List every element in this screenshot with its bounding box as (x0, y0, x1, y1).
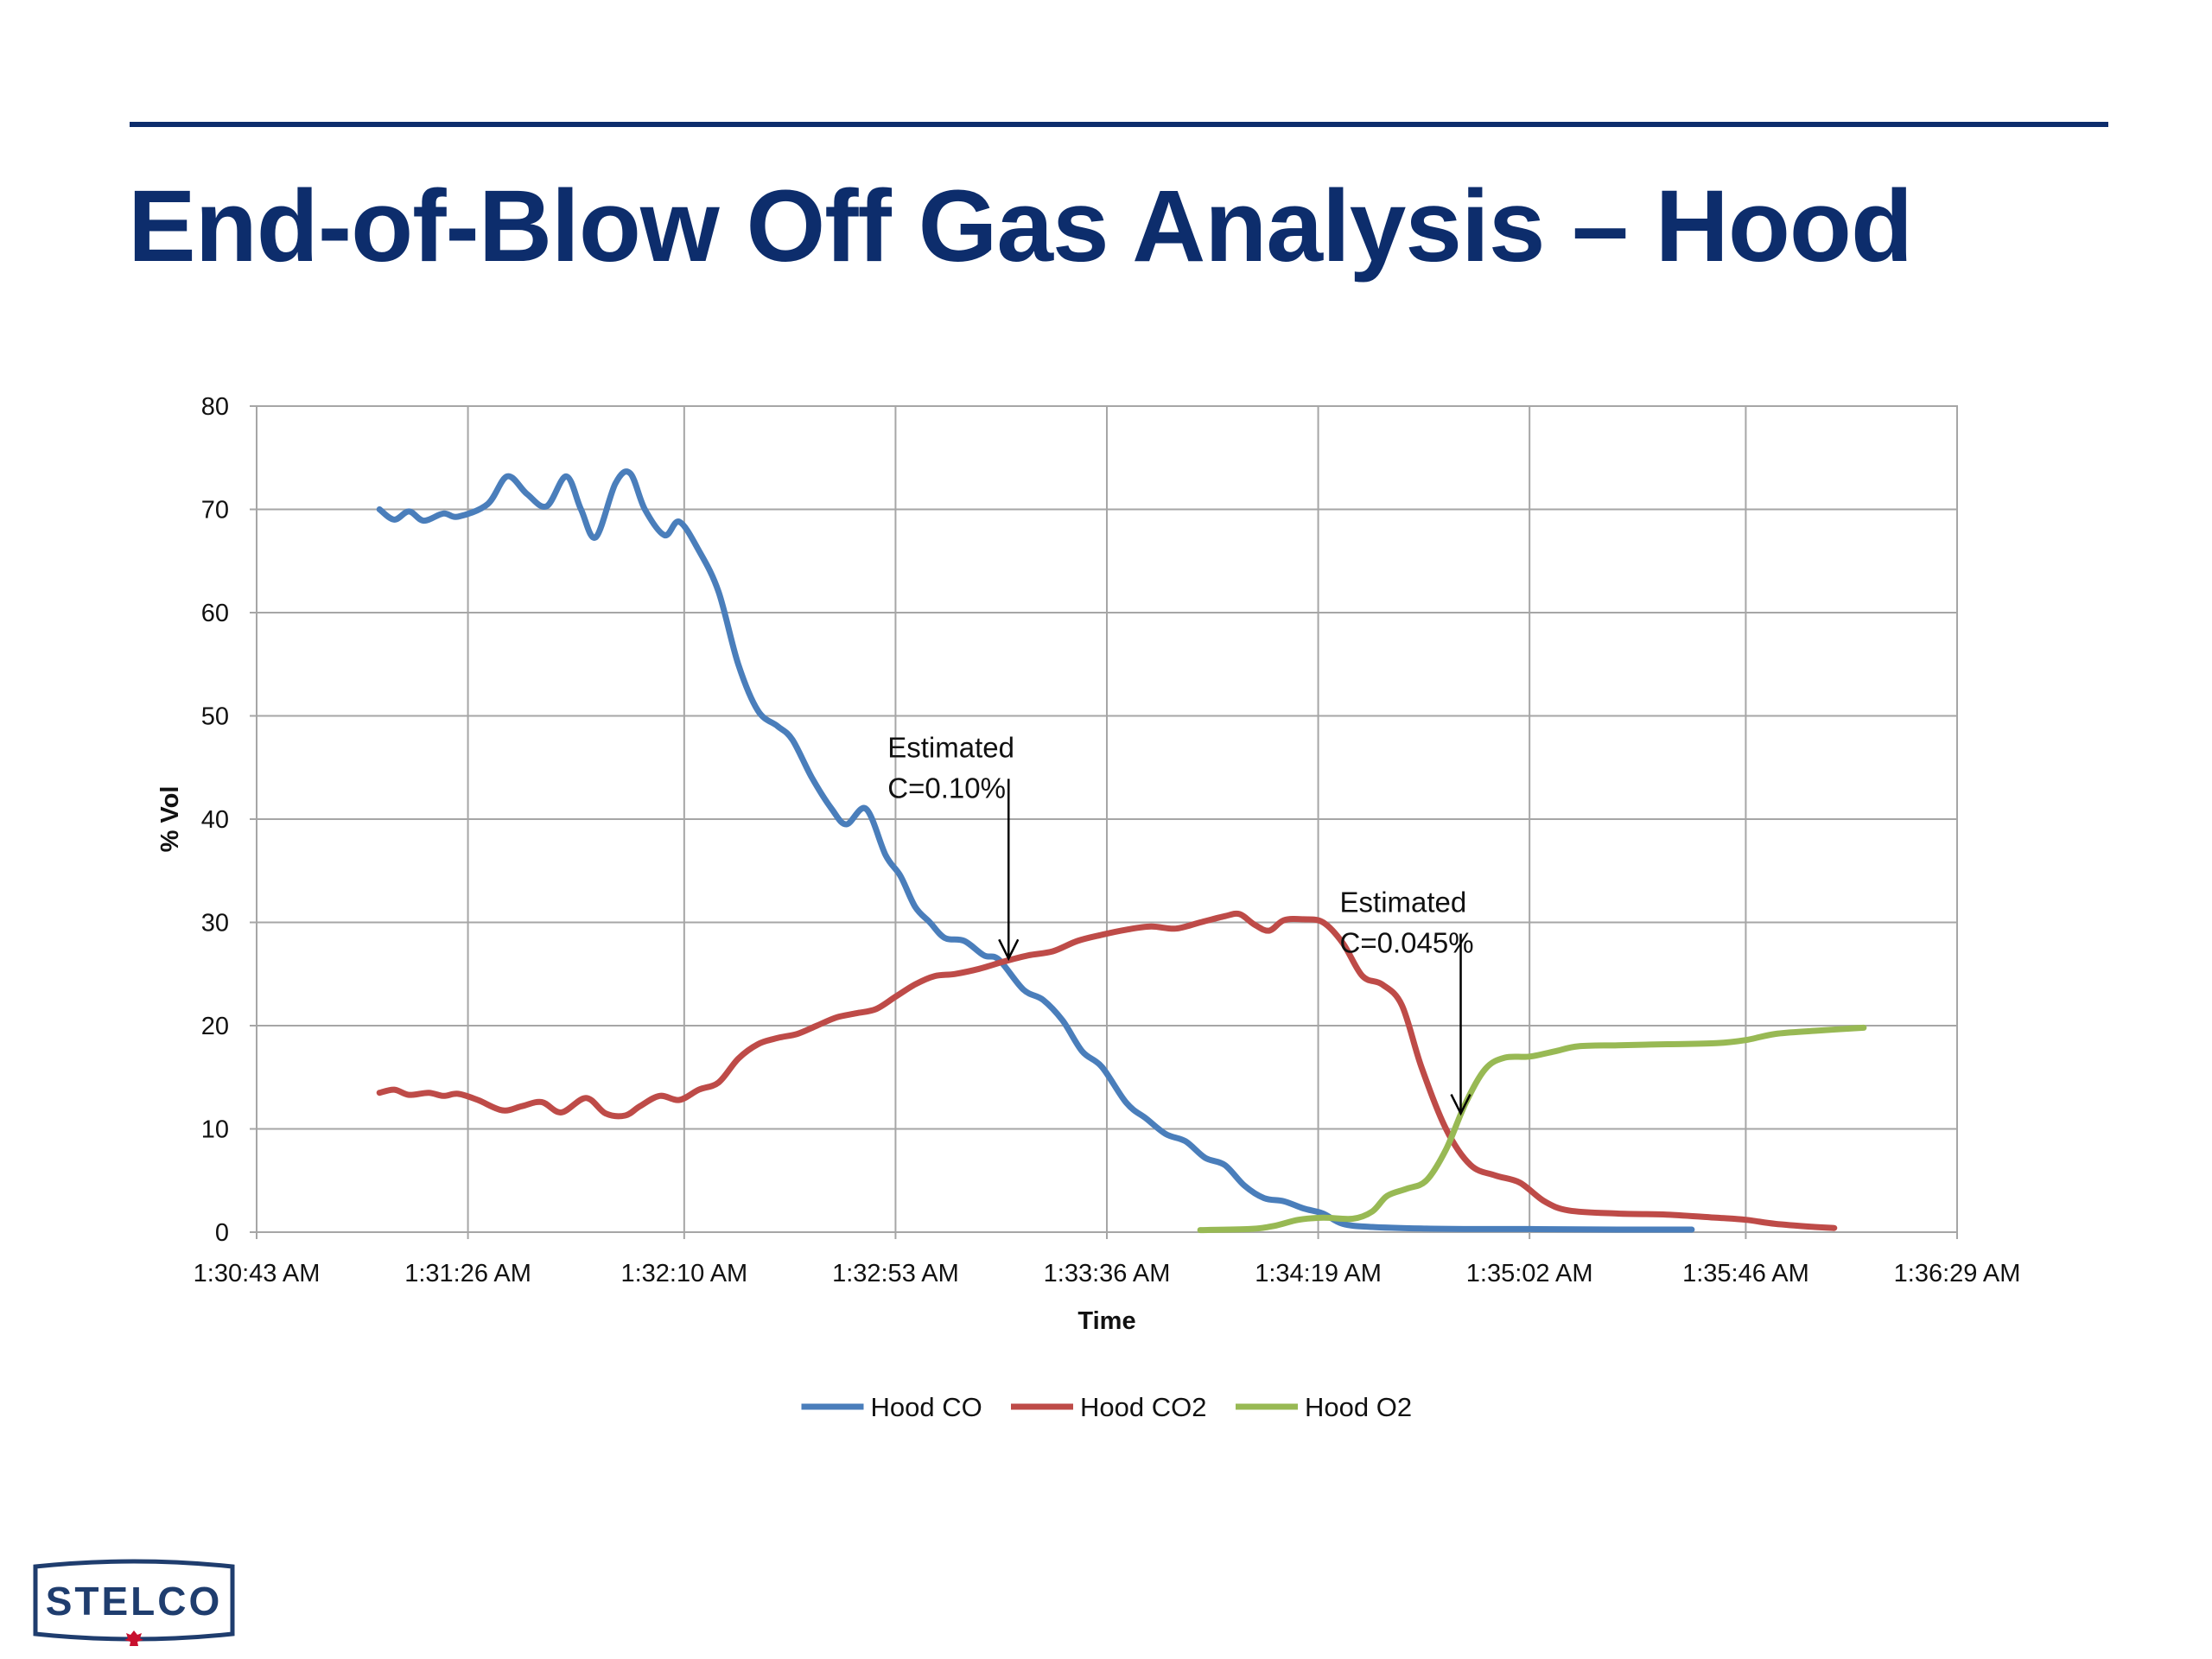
x-tick-label: 1:31:26 AM (404, 1260, 531, 1287)
series-line-hood-co2 (376, 910, 1838, 1231)
y-tick-label: 60 (201, 600, 229, 627)
logo-shield-outline (33, 1559, 235, 1642)
annotation-label: C=0.045% (1340, 927, 1474, 959)
title-rule (130, 122, 2108, 127)
x-tick-label: 1:30:43 AM (194, 1260, 321, 1287)
annotation-label: Estimated (1340, 887, 1467, 918)
maple-leaf-icon (124, 1630, 143, 1646)
y-tick-label: 40 (201, 806, 229, 834)
annotation-arrowhead (1450, 1094, 1471, 1116)
legend-label-hood-co2: Hood CO2 (1080, 1392, 1206, 1422)
y-tick-label: 50 (201, 703, 229, 731)
x-tick-label: 1:34:19 AM (1255, 1260, 1382, 1287)
legend-label-hood-o2: Hood O2 (1305, 1392, 1412, 1422)
y-tick-label: 10 (201, 1116, 229, 1144)
x-tick-label: 1:32:53 AM (832, 1260, 959, 1287)
y-tick-label: 80 (201, 393, 229, 421)
y-tick-label: 70 (201, 497, 229, 524)
x-axis-title: Time (1077, 1307, 1135, 1335)
x-tick-label: 1:35:02 AM (1466, 1260, 1593, 1287)
series-line-hood-co (376, 468, 1695, 1233)
x-tick-label: 1:35:46 AM (1682, 1260, 1809, 1287)
annotation-label: Estimated (887, 731, 1014, 763)
legend-label-hood-co: Hood CO (871, 1392, 982, 1422)
y-tick-label: 0 (215, 1219, 229, 1247)
annotation-label: C=0.10% (887, 772, 1006, 804)
logo-wordmark: STELCO (46, 1579, 223, 1624)
y-tick-label: 30 (201, 910, 229, 938)
x-tick-label: 1:32:10 AM (620, 1260, 747, 1287)
stelco-logo: STELCO (33, 1559, 235, 1646)
x-tick-label: 1:33:36 AM (1044, 1260, 1171, 1287)
y-tick-label: 20 (201, 1013, 229, 1040)
slide-title: End-of-Blow Off Gas Analysis – Hood (128, 169, 1913, 283)
annotation-arrowhead (998, 938, 1020, 962)
series-line-hood-o2 (1197, 1024, 1867, 1234)
x-tick-label: 1:36:29 AM (1894, 1260, 2021, 1287)
y-axis-title: % Vol (156, 786, 184, 853)
